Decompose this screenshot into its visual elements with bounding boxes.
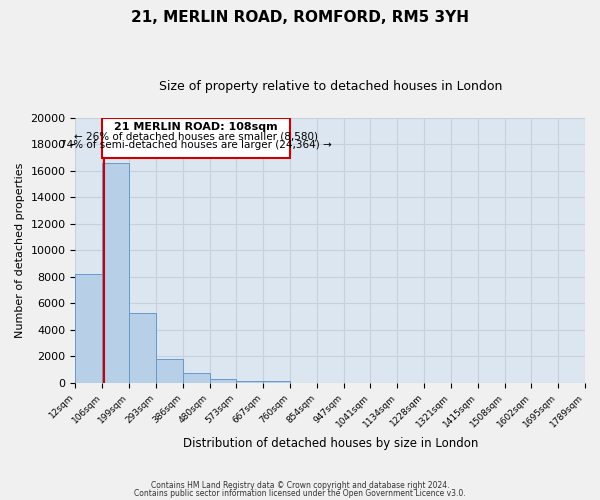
X-axis label: Distribution of detached houses by size in London: Distribution of detached houses by size … xyxy=(182,437,478,450)
Bar xyxy=(102,118,290,158)
Text: ← 26% of detached houses are smaller (8,580): ← 26% of detached houses are smaller (8,… xyxy=(74,131,318,141)
Bar xyxy=(236,381,263,383)
Bar xyxy=(129,312,156,383)
Text: Contains public sector information licensed under the Open Government Licence v3: Contains public sector information licen… xyxy=(134,488,466,498)
Title: Size of property relative to detached houses in London: Size of property relative to detached ho… xyxy=(158,80,502,93)
Text: 21 MERLIN ROAD: 108sqm: 21 MERLIN ROAD: 108sqm xyxy=(114,122,278,132)
Text: 21, MERLIN ROAD, ROMFORD, RM5 3YH: 21, MERLIN ROAD, ROMFORD, RM5 3YH xyxy=(131,10,469,25)
Bar xyxy=(182,373,209,383)
Bar xyxy=(156,359,182,383)
Bar xyxy=(263,382,290,383)
Bar xyxy=(209,380,236,383)
Text: Contains HM Land Registry data © Crown copyright and database right 2024.: Contains HM Land Registry data © Crown c… xyxy=(151,481,449,490)
Y-axis label: Number of detached properties: Number of detached properties xyxy=(15,162,25,338)
Bar xyxy=(76,274,102,383)
Text: 74% of semi-detached houses are larger (24,364) →: 74% of semi-detached houses are larger (… xyxy=(60,140,332,150)
Bar xyxy=(102,163,129,383)
